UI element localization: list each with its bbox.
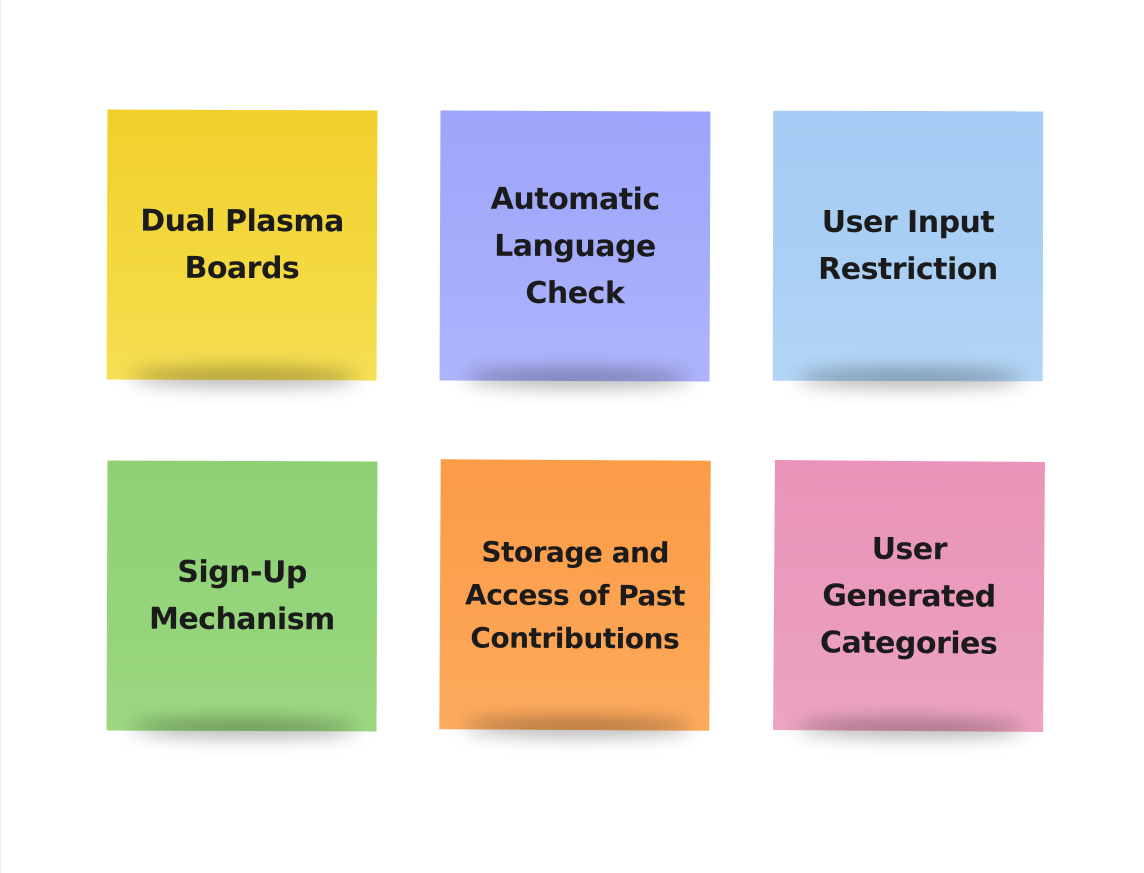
sticky-note-user-input-restriction[interactable]: User Input Restriction (772, 110, 1044, 382)
sticky-note-text: Automatic Language Check (490, 181, 660, 311)
sticky-note-storage-and-access[interactable]: Storage and Access of Past Contributions (439, 459, 711, 731)
sticky-note-dual-plasma-boards[interactable]: Dual Plasma Boards (106, 109, 378, 381)
sticky-note-text: Sign-Up Mechanism (148, 554, 335, 638)
sticky-note-text: Dual Plasma Boards (140, 203, 344, 287)
sticky-note-automatic-language-check[interactable]: Automatic Language Check (439, 110, 711, 382)
sticky-note-user-generated-categories[interactable]: User Generated Categories (773, 460, 1045, 732)
sticky-note-text: Storage and Access of Past Contributions (464, 535, 685, 656)
sticky-note-sign-up-mechanism[interactable]: Sign-Up Mechanism (106, 460, 378, 732)
sticky-note-text: User Generated Categories (819, 531, 998, 662)
sticky-note-text: User Input Restriction (818, 204, 998, 288)
